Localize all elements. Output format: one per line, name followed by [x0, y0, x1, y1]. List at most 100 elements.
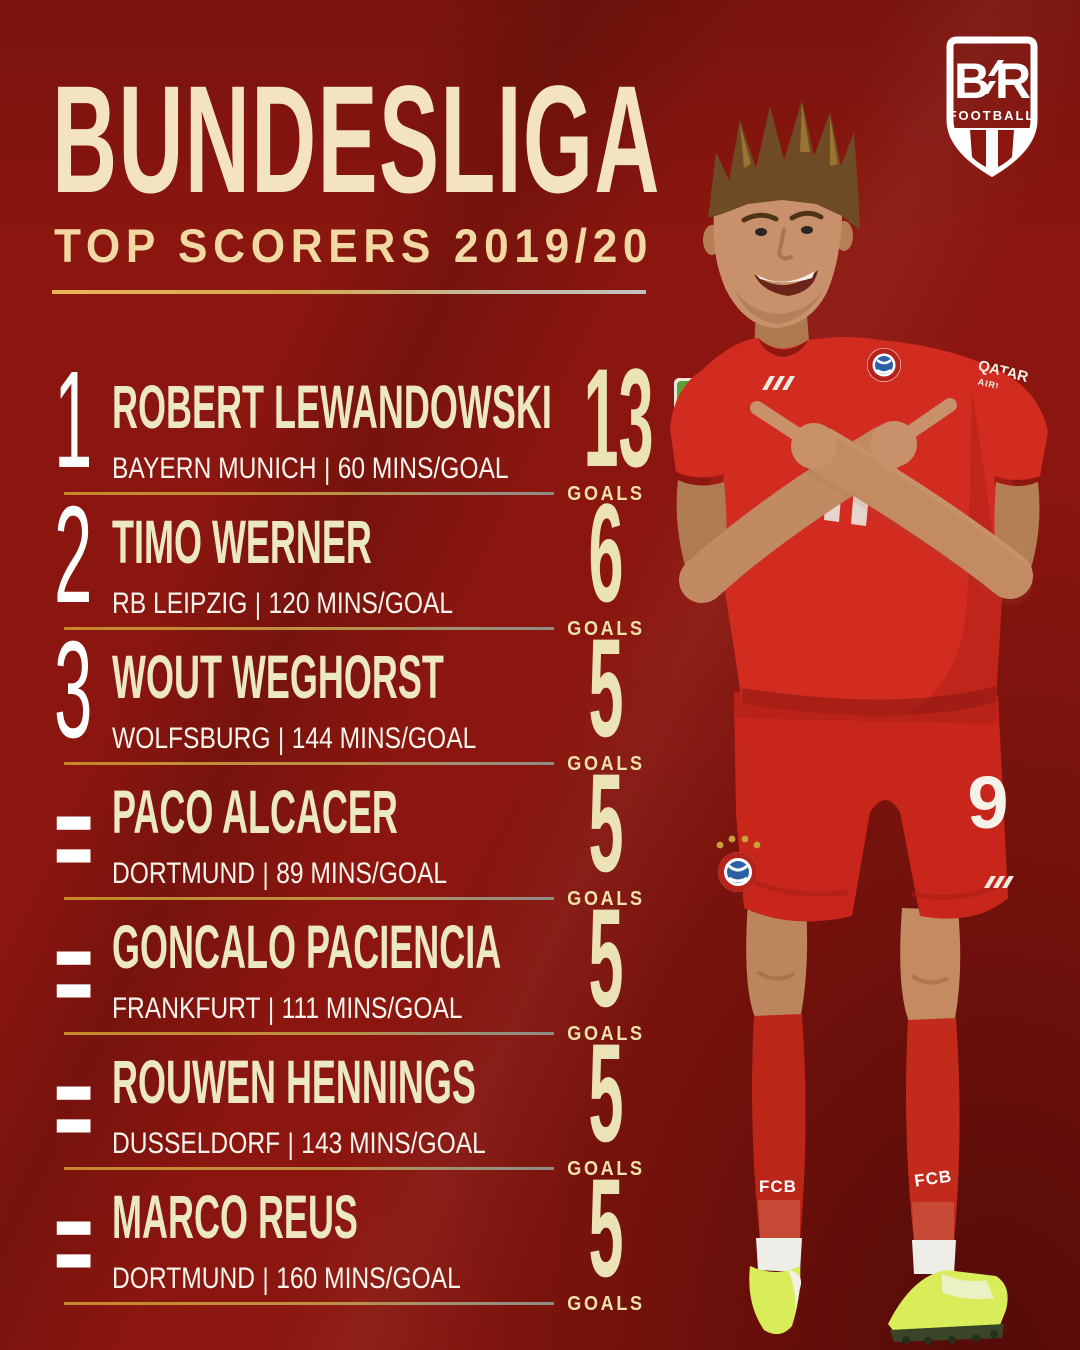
logo-letter-b: B: [954, 53, 990, 109]
goals-label: GOALS: [567, 483, 645, 505]
goals-column: 13 GOALS: [556, 339, 656, 505]
player-legs: [746, 902, 961, 1024]
sock-cuff: [912, 1240, 956, 1274]
team-name: BAYERN MUNICH: [112, 452, 317, 485]
rank-label: =: [54, 904, 94, 1042]
player-sub: DORTMUND | 160 MINS/GOAL: [112, 1262, 537, 1296]
player-name: TIMO WERNER: [112, 508, 372, 576]
goals-column: 5 GOALS: [556, 1149, 656, 1315]
rank-label: 1: [54, 343, 93, 497]
player-face: [703, 178, 853, 328]
separator: |: [262, 1263, 269, 1296]
scorer-row-5: = GONCALO PACIENCIA FRANKFURT | 111 MINS/G…: [0, 888, 660, 1051]
row-divider: [64, 762, 554, 765]
shorts-number: 9: [967, 761, 1008, 844]
goals-column: 5 GOALS: [556, 609, 656, 775]
goals-number: 5: [588, 744, 624, 901]
player-photo-lewandowski: FCB FCB 9: [670, 100, 1048, 1345]
rank-label: =: [54, 1039, 94, 1177]
player-arms: [670, 370, 1048, 605]
goals-column: 5 GOALS: [556, 744, 656, 910]
player-name: GONCALO PACIENCIA: [112, 913, 502, 981]
player-boots: [749, 1266, 1008, 1345]
team-name: WOLFSBURG: [112, 722, 271, 755]
player-name: ROBERT LEWANDOWSKI: [112, 373, 552, 441]
row-divider: [64, 1167, 554, 1170]
goals-column: 6 GOALS: [556, 474, 656, 640]
separator: |: [323, 453, 331, 486]
team-name: DUSSELDORF: [112, 1127, 281, 1160]
separator: |: [262, 858, 269, 891]
goals-label: GOALS: [567, 753, 645, 775]
separator: |: [287, 1128, 294, 1161]
player-sub: DORTMUND | 89 MINS/GOAL: [112, 857, 597, 891]
mins-per-goal: 144 MINS/GOAL: [291, 722, 477, 755]
logo-shield: [946, 36, 1038, 178]
player-info: GONCALO PACIENCIA FRANKFURT | 111 MINS/GOA…: [112, 913, 772, 1027]
mins-per-goal: 160 MINS/GOAL: [276, 1262, 461, 1295]
player-name: PACO ALCACER: [112, 778, 398, 846]
player-info: MARCO REUS DORTMUND | 160 MINS/GOAL: [112, 1183, 537, 1297]
goals-number: 5: [588, 879, 624, 1036]
player-info: PACO ALCACER DORTMUND | 89 MINS/GOAL: [112, 778, 597, 892]
goals-label: GOALS: [567, 618, 645, 640]
logo-slash: [982, 60, 1004, 94]
goals-number: 5: [588, 1149, 624, 1306]
goals-number: 5: [588, 609, 624, 766]
row-divider: [64, 897, 554, 900]
player-sub: FRANKFURT | 111 MINS/GOAL: [112, 992, 772, 1026]
scorer-row-7: = MARCO REUS DORTMUND | 160 MINS/GOAL 5 GO…: [0, 1158, 660, 1321]
goals-number: 5: [588, 1014, 624, 1171]
row-divider: [64, 1032, 554, 1035]
player-sub: WOLFSBURG | 144 MINS/GOAL: [112, 722, 675, 756]
player-info: ROUWEN HENNINGS DUSSELDORF | 143 MINS/GOAL: [112, 1048, 729, 1162]
player-name: WOUT WEGHORST: [112, 643, 444, 711]
goals-label: GOALS: [567, 1293, 645, 1315]
player-hair-highlight: [740, 104, 838, 168]
row-divider: [64, 1302, 554, 1305]
separator: |: [277, 723, 285, 756]
team-name: DORTMUND: [112, 857, 256, 890]
mins-per-goal: 111 MINS/GOAL: [281, 992, 463, 1025]
player-sub: DUSSELDORF | 143 MINS/GOAL: [112, 1127, 729, 1161]
row-divider: [64, 627, 554, 630]
separator: |: [254, 588, 262, 621]
goals-label: GOALS: [567, 888, 645, 910]
player-shorts: 9: [716, 692, 1014, 922]
logo-football-label: FOOTBALL: [949, 108, 1036, 123]
player-sub: BAYERN MUNICH | 60 MINS/GOAL: [112, 452, 858, 486]
page-subtitle: TOP SCORERS 2019/20: [54, 219, 654, 272]
mins-per-goal: 60 MINS/GOAL: [337, 452, 509, 485]
player-socks: FCB FCB: [752, 1014, 960, 1242]
jersey-crest: [867, 348, 901, 382]
br-football-logo: B R FOOTBALL: [946, 36, 1038, 178]
logo-stripes: [954, 128, 1030, 170]
goals-label: GOALS: [567, 1158, 645, 1180]
goals-number: 13: [583, 339, 654, 496]
player-info: WOUT WEGHORST WOLFSBURG | 144 MINS/GOAL: [112, 643, 675, 757]
goals-column: 5 GOALS: [556, 879, 656, 1045]
player-sub: RB LEIPZIG | 120 MINS/GOAL: [112, 587, 553, 621]
player-name: MARCO REUS: [112, 1183, 358, 1251]
scorer-row-6: = ROUWEN HENNINGS DUSSELDORF | 143 MINS/GO…: [0, 1023, 660, 1186]
goals-label: GOALS: [567, 1023, 645, 1045]
player-hair: [708, 100, 860, 230]
player-info: ROBERT LEWANDOWSKI BAYERN MUNICH | 60 MINS…: [112, 373, 858, 487]
separator: |: [267, 993, 275, 1026]
scorer-row-2: 2 TIMO WERNER RB LEIPZIG | 120 MINS/GOAL 6…: [0, 483, 660, 646]
mins-per-goal: 120 MINS/GOAL: [268, 587, 454, 620]
player-info: TIMO WERNER RB LEIPZIG | 120 MINS/GOAL: [112, 508, 553, 622]
mins-per-goal: 143 MINS/GOAL: [301, 1127, 486, 1160]
header-divider: [52, 290, 646, 294]
player-name: ROUWEN HENNINGS: [112, 1048, 476, 1116]
goals-column: 5 GOALS: [556, 1014, 656, 1180]
shorts-crest: [716, 835, 761, 892]
jersey-adidas-logo: [762, 376, 795, 390]
team-name: DORTMUND: [112, 1262, 256, 1295]
page-title: BUNDESLIGA: [52, 54, 661, 225]
row-divider: [64, 492, 554, 495]
sock-fcb-label: FCB: [759, 1177, 797, 1196]
goals-number: 6: [588, 474, 624, 631]
rank-label: 3: [54, 613, 93, 767]
